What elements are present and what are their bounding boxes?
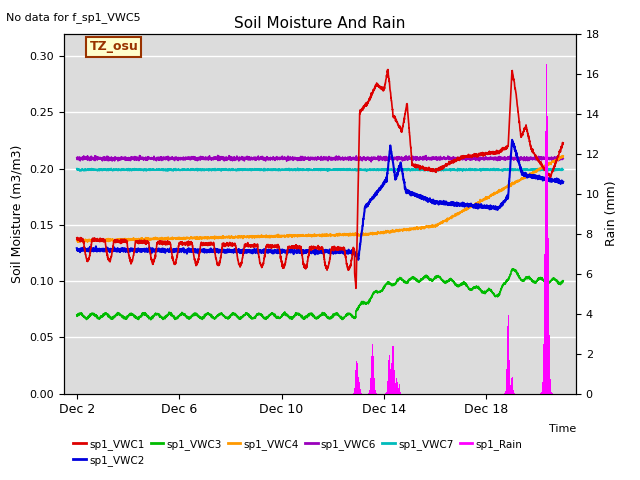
Title: Soil Moisture And Rain: Soil Moisture And Rain — [234, 16, 406, 31]
Legend: sp1_VWC1, sp1_VWC2, sp1_VWC3, sp1_VWC4, sp1_VWC6, sp1_VWC7, sp1_Rain: sp1_VWC1, sp1_VWC2, sp1_VWC3, sp1_VWC4, … — [69, 435, 526, 470]
Y-axis label: Rain (mm): Rain (mm) — [605, 181, 618, 246]
Y-axis label: Soil Moisture (m3/m3): Soil Moisture (m3/m3) — [11, 144, 24, 283]
Text: Time: Time — [548, 424, 576, 434]
Text: No data for f_sp1_VWC5: No data for f_sp1_VWC5 — [6, 12, 141, 23]
Text: TZ_osu: TZ_osu — [90, 40, 138, 53]
